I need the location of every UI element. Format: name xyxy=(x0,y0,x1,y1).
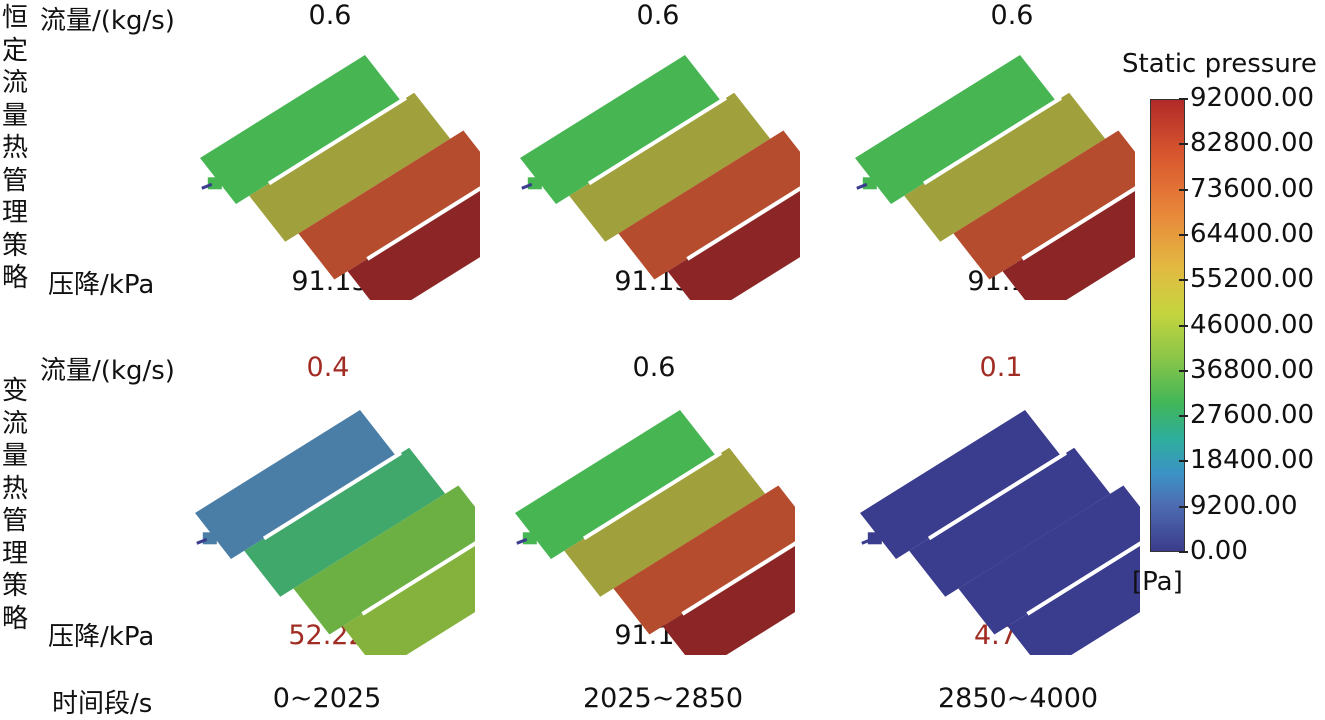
channel-segment xyxy=(293,485,475,635)
channel-separator xyxy=(361,541,475,616)
colorbar-tick-label: 18400.00 xyxy=(1190,445,1315,476)
channel-segment xyxy=(564,447,766,597)
pressure-drop-label-row2: 压降/kPa xyxy=(48,622,155,652)
inlet-pipe xyxy=(207,177,222,190)
flow-value: 0.6 xyxy=(636,0,680,31)
channel-segment xyxy=(904,92,1106,242)
inlet-pipe xyxy=(527,177,542,190)
colorbar-tick-label: 27600.00 xyxy=(1190,400,1315,431)
inlet-pipe xyxy=(862,177,877,190)
colorbar-tick-mark xyxy=(1179,324,1188,327)
colorbar-tick-label: 82800.00 xyxy=(1190,128,1315,159)
flow-value: 0.4 xyxy=(306,352,350,383)
cooling-plate-constant-1 xyxy=(200,55,480,300)
channel-segment xyxy=(613,485,795,635)
channel-segment xyxy=(909,447,1111,597)
channel-segment xyxy=(860,410,1061,559)
cooling-plate-variable-3 xyxy=(860,410,1140,655)
channel-segment xyxy=(855,55,1056,204)
colorbar-tick-mark xyxy=(1179,233,1188,236)
channel-segment xyxy=(520,55,721,204)
colorbar-tick-mark xyxy=(1179,460,1188,463)
colorbar-tick-label: 92000.00 xyxy=(1190,83,1315,113)
colorbar-tick-label: 55200.00 xyxy=(1190,264,1315,295)
channel-segment xyxy=(244,447,446,597)
cooling-plate-variable-2 xyxy=(515,410,795,655)
time-period-value: 0~2025 xyxy=(272,683,382,714)
inlet-pipe xyxy=(202,532,217,545)
colorbar-tick-label: 0.00 xyxy=(1190,536,1248,566)
channel-separator xyxy=(366,186,480,261)
inlet-pipe xyxy=(522,532,537,545)
channel-separator xyxy=(267,96,408,186)
flow-value: 0.1 xyxy=(979,352,1023,383)
inlet-tip xyxy=(521,182,533,190)
inlet-tip xyxy=(516,537,528,545)
colorbar-tick-mark xyxy=(1179,369,1188,372)
channel-separator xyxy=(587,96,728,186)
channel-segment xyxy=(200,55,401,204)
channel-segment xyxy=(298,130,480,280)
cooling-plate-constant-3 xyxy=(855,55,1135,300)
channel-segment xyxy=(249,92,451,242)
channel-separator xyxy=(922,96,1063,186)
channel-segment xyxy=(515,410,716,559)
colorbar-tick-mark xyxy=(1179,279,1188,282)
constant-flow-strategy-label: 恒 定 流 量 热 管 理 策 略 xyxy=(1,3,28,293)
colorbar-tick-label: 36800.00 xyxy=(1190,354,1315,385)
channel-segment xyxy=(1007,543,1140,655)
channel-segment xyxy=(1002,188,1135,300)
flow-value: 0.6 xyxy=(308,0,352,31)
inlet-tip xyxy=(201,182,213,190)
flow-label-row2: 流量/(kg/s) xyxy=(40,356,175,386)
colorbar-tick-label: 46000.00 xyxy=(1190,309,1315,340)
channel-segment xyxy=(667,188,800,300)
colorbar-tick-mark xyxy=(1179,505,1188,508)
channel-segment xyxy=(342,543,475,655)
channel-separator xyxy=(927,451,1068,541)
inlet-pipe xyxy=(867,532,882,545)
channel-segment xyxy=(953,130,1135,280)
channel-separator xyxy=(1026,541,1140,616)
colorbar-title: Static pressure xyxy=(1122,49,1317,79)
inlet-tip xyxy=(861,537,873,545)
flow-label-row1: 流量/(kg/s) xyxy=(40,6,175,36)
channel-segment xyxy=(195,410,396,559)
channel-separator xyxy=(681,541,795,616)
channel-segment xyxy=(347,188,480,300)
colorbar-tick-mark xyxy=(1179,415,1188,418)
channel-separator xyxy=(582,451,723,541)
colorbar-unit: [Pa] xyxy=(1132,567,1183,597)
channel-separator xyxy=(262,451,403,541)
channel-segment xyxy=(662,543,795,655)
colorbar-tick-mark xyxy=(1179,98,1188,100)
time-period-value: 2025~2850 xyxy=(583,683,744,714)
colorbar-tick-mark xyxy=(1179,188,1188,191)
variable-flow-strategy-label: 变 流 量 热 管 理 策 略 xyxy=(1,376,28,634)
inlet-tip xyxy=(196,537,208,545)
pressure-drop-label-row1: 压降/kPa xyxy=(48,270,155,300)
channel-separator xyxy=(686,186,800,261)
flow-value: 0.6 xyxy=(632,352,676,383)
colorbar-tick-label: 73600.00 xyxy=(1190,173,1315,204)
cooling-plate-variable-1 xyxy=(195,410,475,655)
colorbar-tick-mark xyxy=(1179,143,1188,146)
channel-separator xyxy=(1021,186,1135,261)
cooling-plate-constant-2 xyxy=(520,55,800,300)
time-period-label: 时间段/s xyxy=(52,689,153,719)
time-period-value: 2850~4000 xyxy=(938,683,1099,714)
channel-segment xyxy=(958,485,1140,635)
inlet-tip xyxy=(856,182,868,190)
channel-segment xyxy=(569,92,771,242)
channel-segment xyxy=(618,130,800,280)
colorbar-tick-label: 9200.00 xyxy=(1190,490,1298,521)
colorbar-tick-label: 64400.00 xyxy=(1190,218,1315,249)
flow-value: 0.6 xyxy=(990,0,1034,31)
colorbar-tick-mark xyxy=(1179,551,1188,553)
